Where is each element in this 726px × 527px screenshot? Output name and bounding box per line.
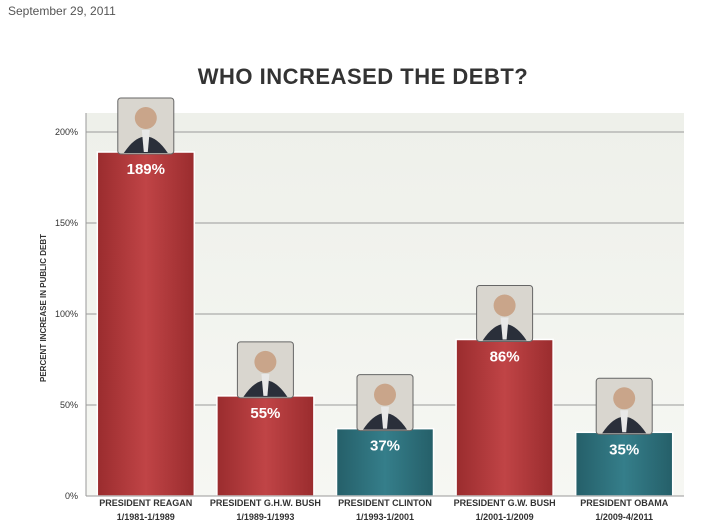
- bar: [216, 395, 315, 497]
- x-tick-sublabel: 1/1993-1/2001: [356, 512, 414, 522]
- x-tick-label: PRESIDENT OBAMA: [580, 498, 669, 508]
- article-date: September 29, 2011: [8, 4, 116, 18]
- portrait-image: [595, 377, 653, 435]
- portrait-image: [476, 284, 534, 342]
- portrait-image: [117, 97, 175, 155]
- x-tick-sublabel: 1/2001-1/2009: [476, 512, 534, 522]
- data-label: 55%: [250, 405, 280, 422]
- bar: [455, 338, 554, 497]
- data-label: 37%: [370, 438, 400, 455]
- x-tick-sublabel: 1/2009-4/2011: [595, 512, 653, 522]
- x-tick-label: PRESIDENT G.W. BUSH: [454, 498, 556, 508]
- x-tick-label: PRESIDENT REAGAN: [99, 498, 192, 508]
- bars: 189% 55% 37% 86% 35%: [96, 97, 674, 497]
- bar: [96, 151, 196, 497]
- y-axis-ticks: 0% 50% 100% 150% 200%: [55, 127, 78, 501]
- y-tick-label: 0%: [65, 491, 78, 501]
- chart-title: WHO INCREASED THE DEBT?: [197, 64, 529, 89]
- y-tick-label: 100%: [55, 309, 78, 319]
- data-label: 35%: [609, 441, 639, 458]
- portrait-image: [356, 374, 414, 432]
- bar: [574, 431, 674, 497]
- y-tick-label: 150%: [55, 218, 78, 228]
- portrait-image: [236, 341, 294, 399]
- y-axis-label: PERCENT INCREASE IN PUBLIC DEBT: [39, 234, 48, 382]
- y-tick-label: 200%: [55, 127, 78, 137]
- data-label: 86%: [490, 348, 520, 365]
- x-tick-sublabel: 1/1989-1/1993: [236, 512, 294, 522]
- x-tick-label: PRESIDENT CLINTON: [338, 498, 432, 508]
- x-tick-label: PRESIDENT G.H.W. BUSH: [210, 498, 321, 508]
- bar: [335, 427, 435, 497]
- x-tick-sublabel: 1/1981-1/1989: [117, 512, 175, 522]
- x-axis-ticks: PRESIDENT REAGAN 1/1981-1/1989 PRESIDENT G…: [99, 498, 668, 522]
- data-label: 189%: [127, 161, 165, 178]
- y-tick-label: 50%: [60, 400, 78, 410]
